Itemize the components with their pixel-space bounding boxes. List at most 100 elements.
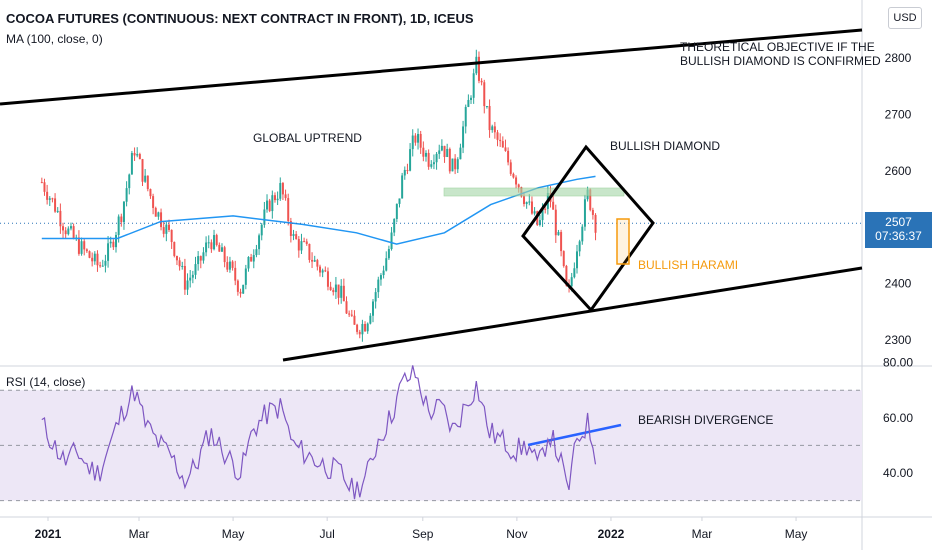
candle-down [552,201,555,210]
candle-up [395,203,398,219]
candle-up [205,242,208,253]
lower-channel-line [282,266,863,362]
candle-down [141,159,144,182]
rsi-indicator-label[interactable]: RSI (14, close) [6,375,86,389]
price-tick-label: 2600 [885,164,912,178]
candle-down [329,286,332,291]
candle-up [136,154,139,156]
candle-down [72,226,75,239]
candle-down [427,152,430,167]
candle-down [149,189,152,197]
candle-up [252,255,255,262]
time-tick-label: Mar [692,527,713,541]
candle-down [499,139,502,142]
candle-up [525,202,528,205]
candle-up [207,242,210,244]
candle-up [411,135,414,150]
candle-up [56,210,59,212]
candle-down [305,241,308,244]
candle-up [244,268,247,285]
candle-up [403,169,406,176]
time-tick-label: Jul [319,527,334,541]
candle-down [51,198,54,200]
candle-down [406,169,409,171]
candle-up [242,284,245,294]
candle-down [326,271,329,287]
candle-down [483,82,486,107]
candle-up [398,198,401,204]
candle-up [313,260,316,262]
candle-up [107,243,110,261]
candle-down [342,285,345,302]
candle-up [115,235,118,248]
candle-down [509,162,512,174]
candle-up [382,270,385,276]
candle-down [239,291,242,294]
bullish-diamond-shape [521,144,655,313]
candle-down [215,235,218,245]
candle-down [594,214,597,233]
support-zone [443,187,625,197]
candle-up [430,164,433,167]
candle-down [493,126,496,133]
candle-up [48,198,51,200]
candle-down [419,133,422,148]
candle-down [85,249,88,252]
candle-down [515,177,518,185]
candle-up [432,162,435,165]
candle-down [324,270,327,272]
candle-down [523,196,526,205]
rsi-tick-label: 40.00 [883,466,913,480]
candle-down [591,209,594,215]
candle-down [284,194,287,199]
last-price: 2507 [885,215,912,229]
candle-up [292,234,295,236]
candle-down [83,241,86,250]
candle-down [59,210,62,227]
candle-down [517,184,520,188]
candle-up [533,211,536,214]
candle-up [379,275,382,280]
candle-down [178,260,181,267]
candle-up [369,315,372,324]
currency-button[interactable]: USD [888,7,922,29]
candle-up [191,274,194,278]
candle-down [210,242,213,250]
candle-down [295,234,298,240]
ma-line [41,175,596,245]
candle-down [589,189,592,210]
candle-down [319,266,322,273]
rsi-tick-label: 60.00 [883,411,913,425]
candle-up [459,147,462,160]
candle-up [157,212,160,217]
candle-down [273,195,276,201]
candle-down [303,241,306,243]
candle-down [170,229,173,243]
candle-down [236,280,239,292]
axis: 23002400250026002700280040.0060.0080.002… [35,51,914,541]
candle-down [167,224,170,230]
time-tick-label: 2022 [598,527,625,541]
candle-up [570,277,573,287]
candle-down [488,105,491,131]
candle-up [573,268,576,278]
candle-up [393,218,396,233]
candle-up [260,224,263,236]
global-uptrend-annotation: GLOBAL UPTREND [253,131,362,145]
candle-down [477,56,480,81]
candle-down [154,207,157,217]
candle-up [417,133,420,143]
ma-indicator-label[interactable]: MA (100, close, 0) [6,32,103,46]
candle-up [67,228,70,235]
candle-up [300,241,303,251]
candle-down [96,253,99,266]
candle-up [385,258,388,271]
candle-up [255,249,258,256]
candle-up [472,73,475,98]
candle-down [234,267,237,281]
candle-up [538,220,541,225]
candle-down [496,132,499,140]
candle-down [223,247,226,263]
chart-title: COCOA FUTURES (CONTINUOUS: NEXT CONTRACT… [6,11,474,26]
bearish-divergence-annotation: BEARISH DIVERGENCE [638,413,774,427]
